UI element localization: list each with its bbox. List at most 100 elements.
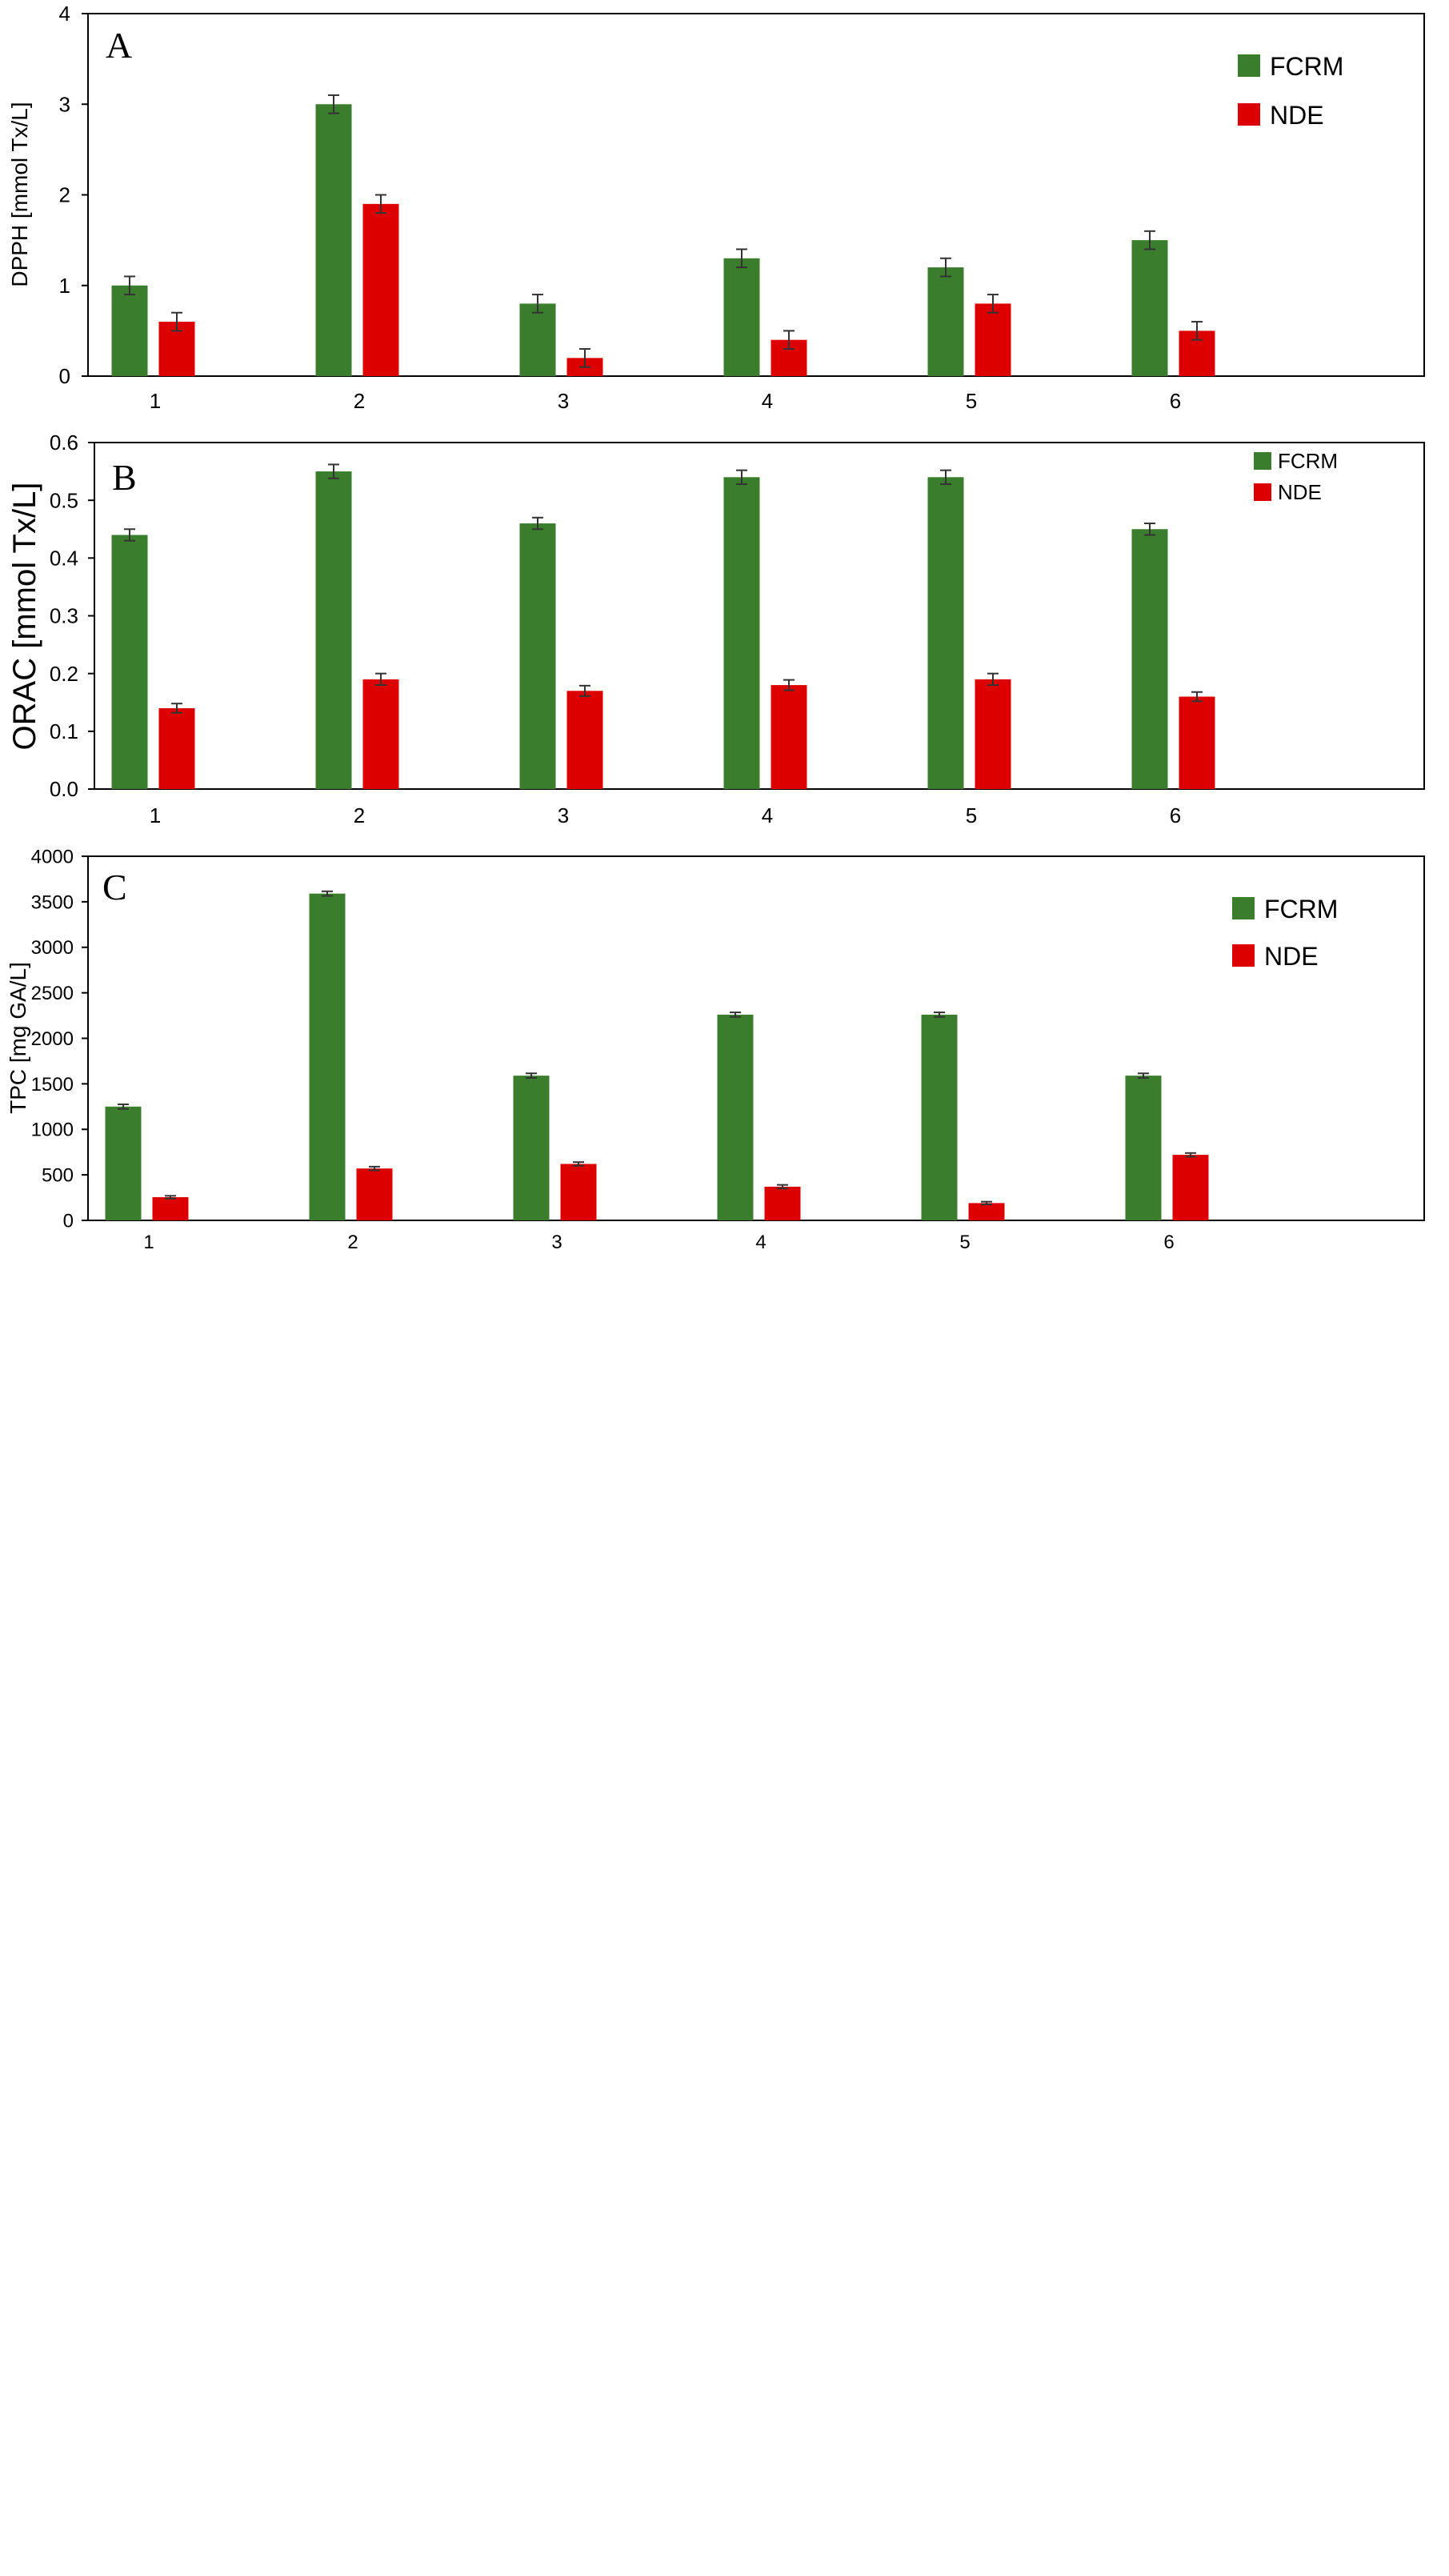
error-bar-fcrm-5-a xyxy=(940,257,951,278)
error-bar-fcrm-3-a xyxy=(532,294,543,314)
error-bar-fcrm-4-a xyxy=(736,248,747,269)
y-axis-title-c: TPC [mg GA/L] xyxy=(6,962,30,1114)
legend-a: FCRM NDE xyxy=(1238,52,1343,130)
x-ticks-c: 1 2 3 4 5 6 xyxy=(143,1232,1174,1253)
x-tick-label-b: 1 xyxy=(150,803,161,827)
bars-b xyxy=(111,471,1215,789)
error-bars-c xyxy=(118,890,1196,1206)
panel-b: B ORAC [mmol Tx/L] 0.0 0.1 0.2 0.3 0.4 0.5 0.6… xyxy=(7,431,1425,827)
error-bar-nde-3-a xyxy=(579,348,590,368)
error-bar-nde-4-a xyxy=(783,330,795,351)
x-tick-label-c: 3 xyxy=(551,1232,562,1253)
bar-fcrm-4-b xyxy=(723,477,760,789)
x-tick-label-c: 6 xyxy=(1163,1232,1174,1253)
bar-nde-2-a xyxy=(362,203,399,376)
error-bars-a xyxy=(124,94,1203,368)
x-tick-label-b: 3 xyxy=(558,803,569,827)
legend-label-nde-c: NDE xyxy=(1264,942,1319,971)
error-bar-nde-1-c xyxy=(165,1195,176,1200)
error-bar-nde-2-a xyxy=(375,194,386,214)
y-tick-label-b: 0.2 xyxy=(50,662,78,686)
y-tick-label-a: 4 xyxy=(59,2,70,26)
legend-swatch-nde-b xyxy=(1254,483,1271,501)
x-tick-label-a: 3 xyxy=(558,389,569,413)
error-bar-nde-5-b xyxy=(987,672,999,687)
bar-fcrm-4-c xyxy=(717,1014,754,1220)
x-tick-label-b: 5 xyxy=(966,803,977,827)
panel-a: A DPPH [mmol Tx/L] 0 1 2 3 4 1 2 3 4 5 6 FCRM NDE xyxy=(7,2,1425,413)
panel-letter-b: B xyxy=(112,457,137,498)
bar-nde-3-b xyxy=(566,691,603,789)
legend-swatch-fcrm-a xyxy=(1238,54,1260,77)
x-tick-label-c: 4 xyxy=(755,1232,766,1253)
bars-a xyxy=(111,104,1215,376)
error-bar-fcrm-2-a xyxy=(328,94,339,114)
error-bar-fcrm-1-a xyxy=(124,275,135,296)
y-tick-label-c: 2000 xyxy=(31,1028,74,1050)
error-bar-fcrm-4-c xyxy=(730,1012,741,1018)
y-tick-label-b: 0.1 xyxy=(50,719,78,743)
y-axis-title-a: DPPH [mmol Tx/L] xyxy=(7,102,32,286)
y-tick-label-a: 2 xyxy=(59,183,70,207)
x-tick-label-a: 1 xyxy=(150,389,161,413)
bar-fcrm-1-c xyxy=(105,1106,142,1220)
panel-letter-c: C xyxy=(102,867,127,907)
bar-nde-3-c xyxy=(560,1164,597,1220)
bar-fcrm-3-b xyxy=(519,523,556,789)
bar-fcrm-6-b xyxy=(1131,529,1168,789)
error-bar-nde-2-b xyxy=(375,672,386,687)
legend-swatch-fcrm-c xyxy=(1232,897,1255,919)
bar-fcrm-5-c xyxy=(921,1014,958,1220)
x-ticks-a: 1 2 3 4 5 6 xyxy=(150,389,1181,413)
bar-fcrm-1-a xyxy=(111,285,148,376)
error-bar-fcrm-5-c xyxy=(934,1012,945,1018)
bar-nde-4-c xyxy=(764,1186,801,1220)
error-bar-nde-6-c xyxy=(1185,1152,1196,1158)
plot-frame-c xyxy=(87,855,1425,1221)
error-bar-fcrm-3-c xyxy=(526,1072,537,1079)
error-bar-nde-3-c xyxy=(573,1161,584,1167)
legend-b: FCRM NDE xyxy=(1254,449,1338,504)
y-tick-label-a: 0 xyxy=(59,364,70,388)
error-bar-fcrm-6-b xyxy=(1144,523,1155,536)
x-tick-label-a: 2 xyxy=(354,389,365,413)
bar-nde-2-c xyxy=(356,1168,393,1220)
y-ticks-a: 0 1 2 3 4 xyxy=(59,2,88,388)
x-tick-label-b: 4 xyxy=(762,803,773,827)
bar-fcrm-3-c xyxy=(513,1076,550,1220)
error-bars-b xyxy=(124,463,1203,714)
error-bar-fcrm-5-b xyxy=(940,469,951,485)
legend-swatch-nde-c xyxy=(1232,944,1255,967)
error-bar-fcrm-3-b xyxy=(532,516,543,531)
bar-fcrm-6-c xyxy=(1125,1076,1162,1220)
bar-nde-5-b xyxy=(975,679,1011,789)
y-tick-label-c: 3000 xyxy=(31,937,74,959)
bar-nde-2-b xyxy=(362,679,399,789)
error-bar-nde-1-b xyxy=(171,703,182,714)
bar-fcrm-4-a xyxy=(723,258,760,376)
error-bar-fcrm-1-b xyxy=(124,528,135,542)
y-tick-label-b: 0.5 xyxy=(50,488,78,512)
error-bar-fcrm-2-b xyxy=(328,463,339,479)
error-bar-nde-3-b xyxy=(579,684,590,697)
bar-fcrm-3-a xyxy=(519,303,556,376)
error-bar-fcrm-2-c xyxy=(322,890,333,897)
y-tick-label-c: 500 xyxy=(42,1165,74,1187)
error-bar-fcrm-6-c xyxy=(1138,1072,1149,1079)
y-tick-label-b: 0.6 xyxy=(50,431,78,455)
legend-c: FCRM NDE xyxy=(1232,895,1338,971)
legend-label-nde-b: NDE xyxy=(1278,480,1322,504)
error-bar-nde-6-a xyxy=(1191,321,1203,341)
bar-fcrm-5-b xyxy=(927,477,964,789)
error-bar-nde-4-b xyxy=(783,679,795,691)
legend-label-fcrm-c: FCRM xyxy=(1264,895,1338,923)
error-bar-nde-4-c xyxy=(777,1184,788,1190)
y-tick-label-b: 0.4 xyxy=(50,546,78,570)
y-tick-label-c: 1000 xyxy=(31,1120,74,1141)
bar-fcrm-6-a xyxy=(1131,240,1168,376)
legend-label-fcrm-b: FCRM xyxy=(1278,449,1338,473)
y-ticks-b: 0.0 0.1 0.2 0.3 0.4 0.5 0.6 xyxy=(50,431,94,801)
error-bar-fcrm-4-b xyxy=(736,469,747,485)
y-ticks-c: 0 500 1000 1500 2000 2500 3000 3500 4000 xyxy=(31,846,88,1232)
bar-nde-6-c xyxy=(1172,1155,1209,1220)
